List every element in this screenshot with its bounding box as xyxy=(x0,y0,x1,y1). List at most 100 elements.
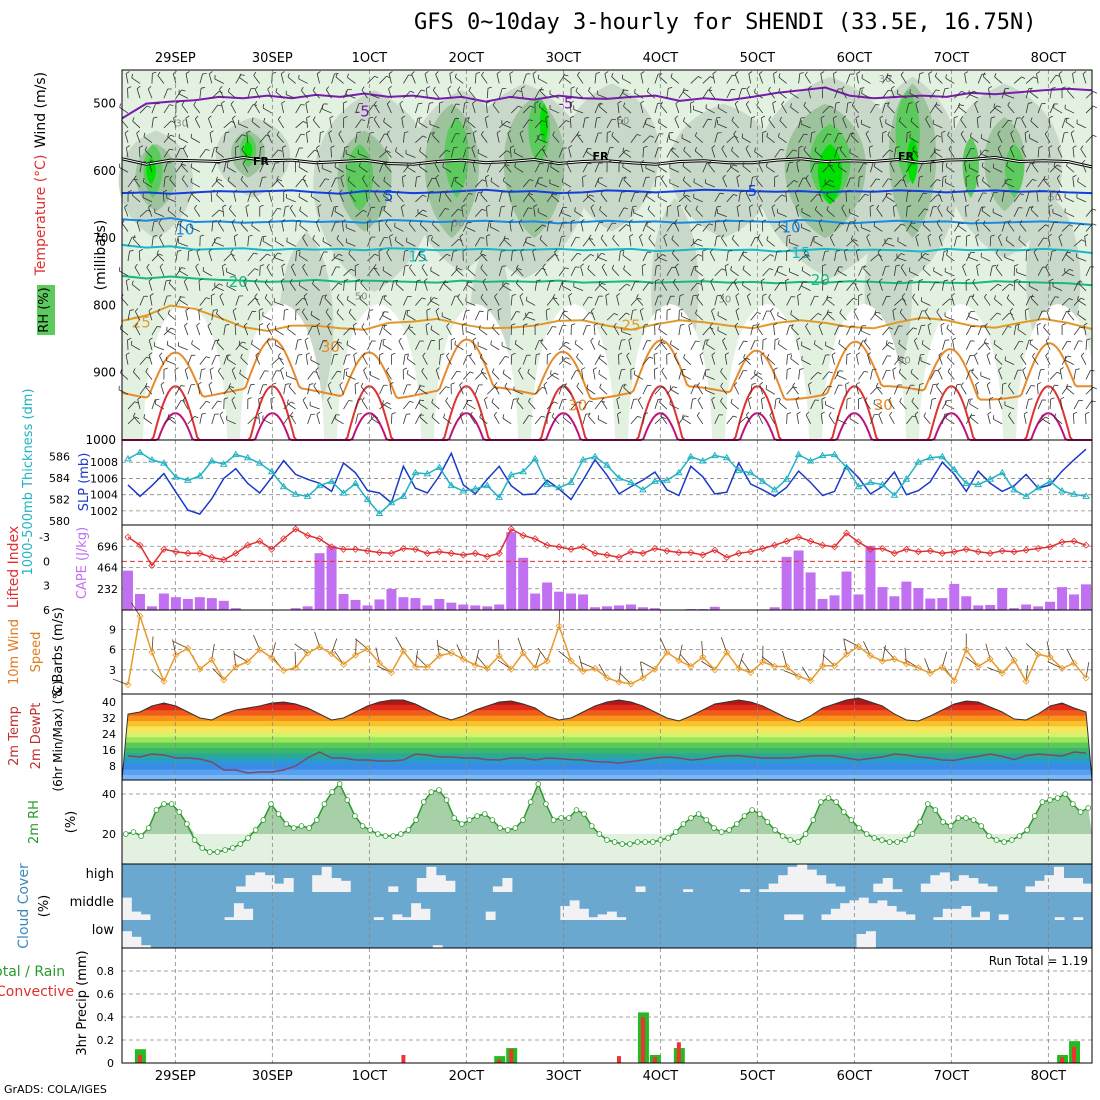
wind-barbs xyxy=(118,71,1098,425)
wind-barb-flag xyxy=(684,415,689,418)
thickness-point xyxy=(567,478,575,485)
wind-barb-flag xyxy=(431,398,434,403)
wind-barb-flag xyxy=(586,148,588,153)
cloud-cell xyxy=(321,866,332,892)
cape-bar xyxy=(997,588,1008,610)
wind-barb-flag xyxy=(756,101,760,106)
wind-barb-flag xyxy=(928,71,933,74)
wind-barb-flag xyxy=(295,308,300,311)
wind-barb xyxy=(846,399,848,410)
wind-barb xyxy=(654,73,659,84)
wind-barb xyxy=(758,207,764,217)
wind-barb-flag xyxy=(136,130,140,134)
date-label-top: 4OCT xyxy=(643,51,679,66)
wind10-point xyxy=(735,664,743,673)
wind-barb-flag xyxy=(505,282,510,285)
wind-barb xyxy=(960,119,967,129)
wind-barb-flag xyxy=(976,174,980,178)
wind-barb-flag xyxy=(971,325,976,328)
wind-barb xyxy=(1073,326,1081,336)
wind-barb xyxy=(474,371,483,380)
wind-barb-flag xyxy=(604,71,609,75)
wind-barb xyxy=(882,355,888,365)
wind-barb-flag xyxy=(661,278,665,283)
wind-barb xyxy=(841,89,847,99)
wind-barb xyxy=(319,251,324,262)
wind-barb xyxy=(510,251,513,262)
wind-barb xyxy=(696,297,704,306)
wind-barb xyxy=(502,285,512,291)
wind-barb xyxy=(247,311,253,321)
rh2m-point xyxy=(917,819,923,825)
wind10-barb xyxy=(680,654,692,667)
cape-tick-label: 464 xyxy=(97,562,118,575)
lifted-point xyxy=(974,548,982,556)
wind-barb xyxy=(846,103,849,114)
wind-barb xyxy=(1080,148,1087,158)
lifted-point xyxy=(687,548,695,557)
wind-barb xyxy=(346,344,356,351)
wind-barb-flag xyxy=(325,308,329,313)
wind-barb-flag xyxy=(885,340,888,345)
wind-barb-flag xyxy=(680,323,685,326)
wind-barb xyxy=(319,132,321,143)
warm-lobe xyxy=(143,304,228,440)
wind-barb xyxy=(594,73,597,84)
lifted-point xyxy=(579,543,587,551)
wind-barb xyxy=(935,105,943,114)
wind-barb xyxy=(510,354,513,365)
wind-barb-flag xyxy=(724,263,729,267)
wind-barb-flag xyxy=(530,105,535,108)
wind-barb-flag xyxy=(963,189,968,193)
wind-barb xyxy=(355,280,357,291)
wind-barb-flag xyxy=(771,204,776,208)
wind-barb xyxy=(426,103,430,114)
wind-barb-flag xyxy=(1080,223,1085,226)
wind-barb-flag xyxy=(180,296,185,298)
wind-barb-flag xyxy=(320,131,325,134)
wind-tick-label: 6 xyxy=(109,644,116,657)
wind-barb-flag xyxy=(194,204,197,209)
wind10-point xyxy=(938,663,946,671)
wind-barb-flag xyxy=(878,411,882,415)
precip-tick-label: 0 xyxy=(107,1057,114,1070)
wind-barb-flag xyxy=(720,367,723,372)
wind-barb-flag xyxy=(623,102,626,107)
rh2m-point xyxy=(336,781,343,787)
wind-barb xyxy=(143,181,153,188)
wind-barb xyxy=(786,162,790,173)
wind-barb-flag xyxy=(576,131,580,135)
wind-barb-flag xyxy=(720,382,724,387)
wind-barb xyxy=(837,375,847,380)
cape-bar xyxy=(134,593,145,610)
wind-barb-flag xyxy=(383,324,386,329)
wind-barb xyxy=(327,384,332,395)
wind-barb-flag xyxy=(298,281,301,286)
wind-barb xyxy=(179,299,189,306)
wind-barb xyxy=(576,356,584,365)
temp-band xyxy=(122,726,1092,733)
wind10-point xyxy=(399,647,407,655)
wind-barb-flag xyxy=(1023,411,1028,415)
wind-barb xyxy=(1013,76,1022,84)
rh2m-point xyxy=(970,817,977,823)
wind-barb-flag xyxy=(1086,338,1091,341)
wind-barb xyxy=(367,253,375,262)
wind-barb xyxy=(228,91,237,99)
wind-barb-flag xyxy=(201,368,206,370)
wind-barb-flag xyxy=(888,237,893,240)
cloud-cell xyxy=(274,883,285,892)
wind-barb xyxy=(975,236,979,247)
wind-barb xyxy=(134,311,141,321)
wind-barb xyxy=(768,297,775,306)
cape-bar xyxy=(937,598,948,610)
wind-barb-flag xyxy=(710,278,714,282)
cloud-cell xyxy=(264,875,275,892)
thickness-point xyxy=(770,485,779,493)
wind-barb-flag xyxy=(502,176,505,182)
cloud-cell xyxy=(939,872,950,892)
wind-barb-flag xyxy=(908,102,913,104)
wind-barb-flag xyxy=(1007,326,1012,328)
wind-barb xyxy=(682,418,692,425)
wind-barb xyxy=(948,148,955,158)
